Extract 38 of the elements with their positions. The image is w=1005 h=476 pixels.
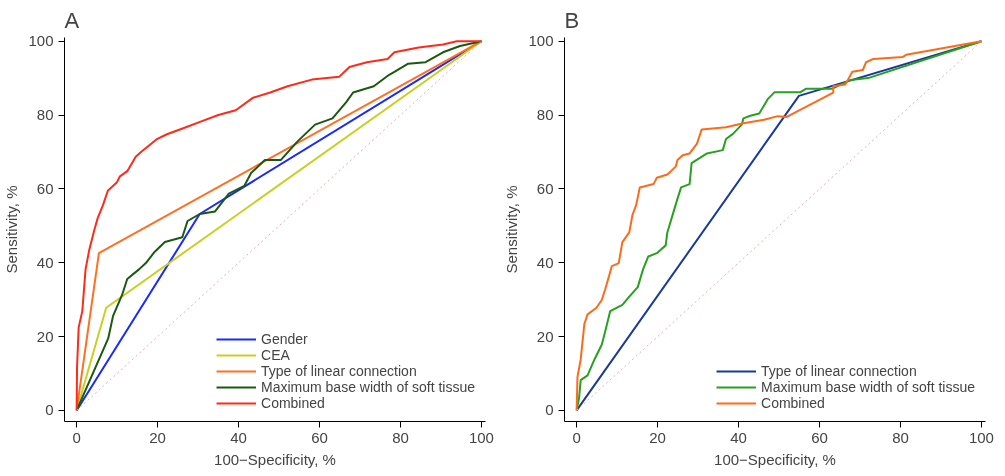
x-axis-title: 100−Specificity, % — [714, 450, 836, 468]
chart-title: B — [564, 7, 580, 33]
legend-label: CEA — [261, 347, 290, 363]
legend-label: Type of linear connection — [761, 363, 917, 379]
y-tick-label: 0 — [45, 401, 54, 419]
legend-label: Combined — [761, 395, 825, 411]
y-tick-label: 100 — [28, 32, 54, 50]
y-axis-title: Sensitivity, % — [503, 185, 521, 274]
x-tick-label: 80 — [892, 428, 909, 446]
x-tick-label: 0 — [72, 428, 81, 446]
x-tick-label: 20 — [649, 428, 666, 446]
legend-label: Maximum base width of soft tissue — [761, 379, 975, 395]
y-tick-label: 60 — [36, 179, 54, 197]
y-tick-label: 80 — [536, 106, 554, 124]
x-tick-label: 80 — [392, 428, 409, 446]
x-tick-label: 20 — [149, 428, 166, 446]
x-tick-label: 40 — [730, 428, 747, 446]
y-tick-label: 60 — [536, 179, 554, 197]
y-tick-label: 80 — [36, 106, 54, 124]
x-tick-label: 0 — [572, 428, 581, 446]
y-axis-title: Sensitivity, % — [3, 185, 21, 274]
x-tick-label: 100 — [468, 428, 494, 446]
legend-label: Type of linear connection — [261, 363, 417, 379]
legend-label: Combined — [261, 395, 325, 411]
x-tick-label: 100 — [968, 428, 994, 446]
x-tick-label: 40 — [230, 428, 247, 446]
y-tick-label: 20 — [536, 327, 554, 345]
y-tick-label: 100 — [528, 32, 554, 50]
legend-label: Maximum base width of soft tissue — [261, 379, 475, 395]
y-tick-label: 20 — [36, 327, 54, 345]
y-tick-label: 40 — [36, 253, 54, 271]
x-tick-label: 60 — [311, 428, 328, 446]
chart-title: A — [64, 7, 80, 33]
y-tick-label: 40 — [536, 253, 554, 271]
x-axis-title: 100−Specificity, % — [214, 450, 336, 468]
x-tick-label: 60 — [811, 428, 828, 446]
y-tick-label: 0 — [545, 401, 554, 419]
legend-label: Gender — [261, 331, 308, 347]
